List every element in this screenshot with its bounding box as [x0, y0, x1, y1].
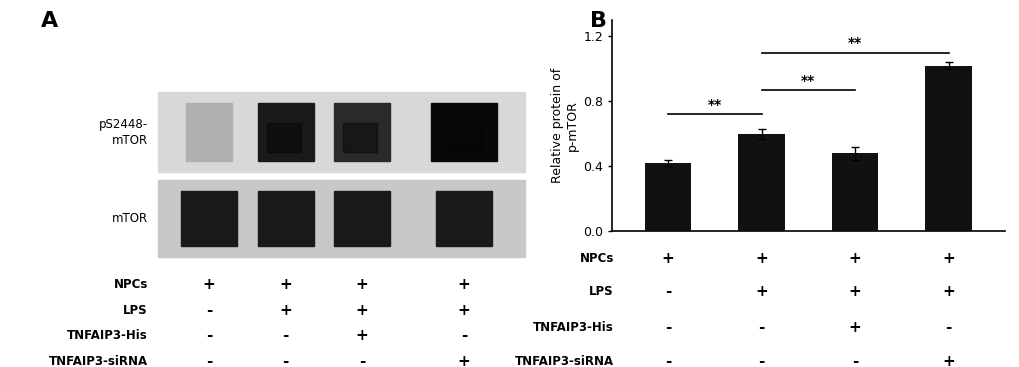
Bar	[158, 92, 525, 172]
Text: +: +	[942, 251, 954, 266]
Text: -: -	[851, 354, 857, 367]
Bar	[738, 134, 785, 231]
Text: TNFAIP3-His: TNFAIP3-His	[67, 329, 148, 342]
Text: TNFAIP3-siRNA: TNFAIP3-siRNA	[49, 355, 148, 367]
Bar	[334, 103, 390, 161]
Text: -: -	[758, 320, 764, 335]
Text: -: -	[461, 328, 467, 343]
Text: LPS: LPS	[589, 285, 613, 298]
Text: TNFAIP3-His: TNFAIP3-His	[533, 321, 613, 334]
Bar	[441, 123, 481, 152]
Text: +: +	[848, 320, 861, 335]
Bar	[644, 163, 691, 231]
Text: -: -	[945, 320, 951, 335]
Text: **: **	[707, 98, 721, 112]
Text: +: +	[942, 284, 954, 299]
Bar	[158, 180, 525, 257]
Text: +: +	[356, 277, 368, 292]
Text: -: -	[282, 328, 288, 343]
Text: +: +	[356, 303, 368, 317]
Bar	[258, 190, 314, 246]
Text: B: B	[589, 11, 606, 31]
Bar	[924, 66, 971, 231]
Bar	[267, 123, 301, 152]
Text: +: +	[458, 277, 470, 292]
Text: +: +	[458, 303, 470, 317]
Text: +: +	[942, 354, 954, 367]
Bar	[334, 190, 390, 246]
Bar	[186, 103, 232, 161]
Text: A: A	[41, 11, 58, 31]
Text: **: **	[847, 36, 861, 50]
Text: NPCs: NPCs	[579, 252, 613, 265]
Bar	[830, 153, 877, 231]
Text: +: +	[848, 284, 861, 299]
Text: NPCs: NPCs	[113, 278, 148, 291]
Text: -: -	[664, 354, 671, 367]
Text: -: -	[758, 354, 764, 367]
Text: -: -	[206, 328, 212, 343]
Text: pS2448-
mTOR: pS2448- mTOR	[99, 117, 148, 147]
Text: **: **	[801, 73, 814, 88]
Text: +: +	[754, 251, 767, 266]
Text: +: +	[848, 251, 861, 266]
Text: +: +	[279, 277, 291, 292]
Bar	[436, 190, 492, 246]
Text: +: +	[279, 303, 291, 317]
Text: +: +	[458, 354, 470, 367]
Text: +: +	[754, 284, 767, 299]
Bar	[431, 103, 497, 161]
Text: -: -	[664, 320, 671, 335]
Text: +: +	[356, 328, 368, 343]
Text: -: -	[664, 284, 671, 299]
Text: -: -	[282, 354, 288, 367]
Text: -: -	[206, 303, 212, 317]
Y-axis label: Relative protein of
p-mTOR: Relative protein of p-mTOR	[550, 68, 578, 184]
Text: -: -	[359, 354, 365, 367]
Bar	[343, 123, 377, 152]
Bar	[181, 190, 237, 246]
Text: mTOR: mTOR	[112, 212, 148, 225]
Text: +: +	[203, 277, 215, 292]
Text: LPS: LPS	[123, 304, 148, 317]
Text: TNFAIP3-siRNA: TNFAIP3-siRNA	[515, 355, 613, 367]
Text: -: -	[206, 354, 212, 367]
Text: +: +	[661, 251, 674, 266]
Bar	[258, 103, 314, 161]
